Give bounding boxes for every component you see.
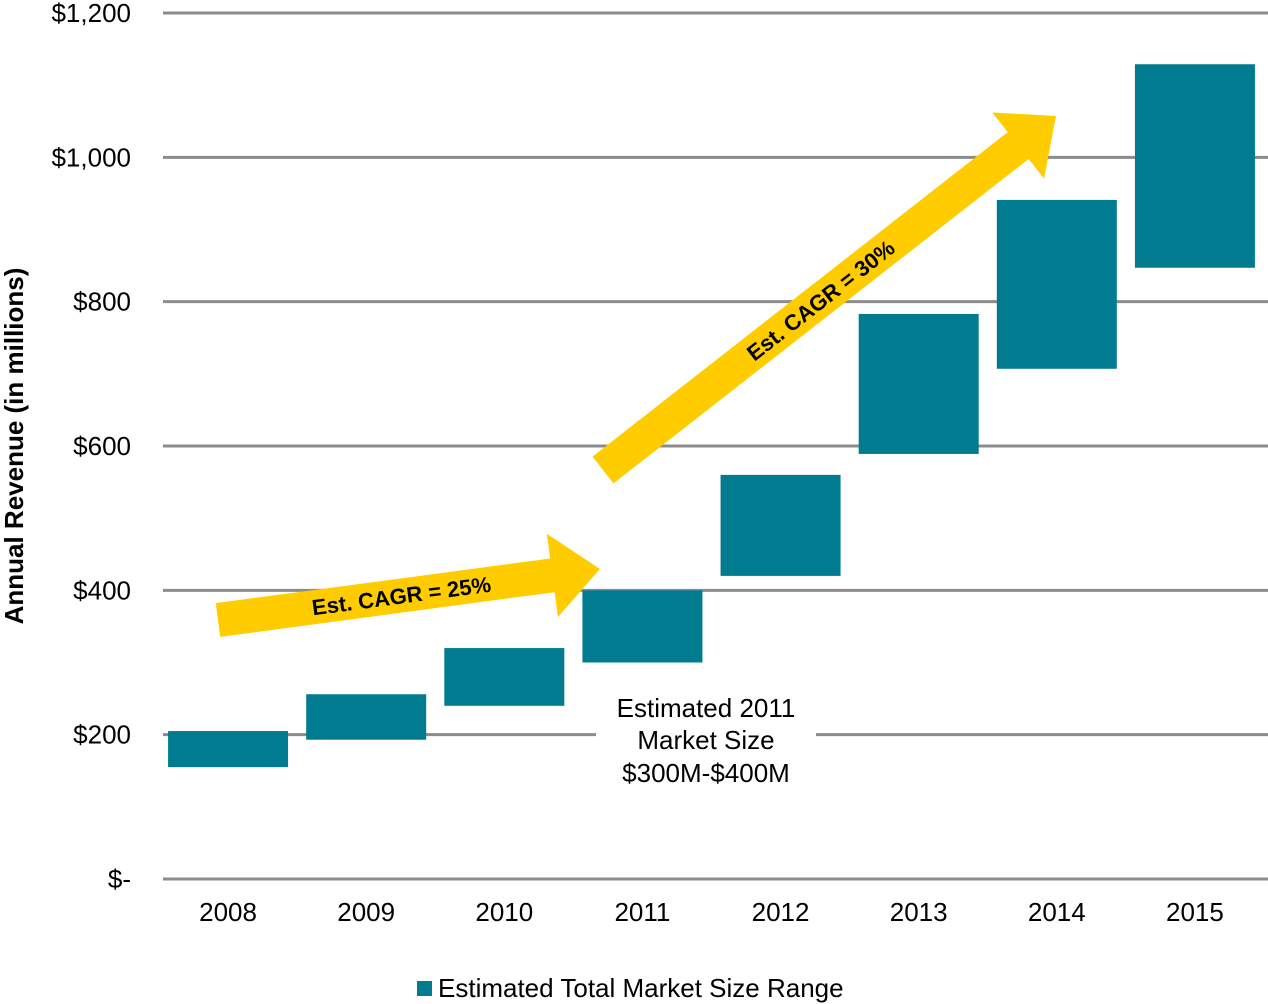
callout-line-1: Estimated 2011 [617,693,796,723]
bar-2011 [582,590,703,663]
x-tick-label: 2008 [199,897,257,927]
bar-2014 [996,199,1117,369]
y-tick-labels: $- $200 $400 $600 $800 $1,000 $1,200 [51,0,131,894]
bar-2010 [444,648,565,706]
y-tick-label: $400 [73,575,131,605]
legend-label: Estimated Total Market Size Range [438,973,844,1003]
bar-2008 [168,731,289,768]
callout: Estimated 2011 Market Size $300M-$400M [596,690,816,790]
x-tick-label: 2011 [614,897,670,927]
x-tick-label: 2014 [1028,897,1086,927]
legend: Estimated Total Market Size Range [417,973,844,1003]
y-tick-label: $600 [73,431,131,461]
callout-background [596,690,816,790]
bars [168,64,1255,768]
x-tick-label: 2009 [337,897,395,927]
bar-2012 [720,474,841,576]
cagr-arrow-30 [592,112,1056,484]
x-tick-label: 2013 [890,897,948,927]
bar-2009 [306,694,427,740]
callout-line-2: Market Size [637,725,774,755]
x-tick-label: 2015 [1166,897,1224,927]
legend-swatch [417,981,432,996]
y-tick-label: $200 [73,720,131,750]
x-tick-labels: 2008 2009 2010 2011 2012 2013 2014 2015 [199,897,1224,927]
x-tick-label: 2012 [752,897,810,927]
y-tick-label: $- [108,864,131,894]
y-tick-label: $1,000 [51,142,131,172]
bar-2015 [1134,64,1255,268]
callout-line-3: $300M-$400M [622,758,790,788]
y-tick-label: $800 [73,287,131,317]
cagr-arrow-25 [215,533,601,637]
x-tick-label: 2010 [475,897,533,927]
bar-2013 [858,313,979,454]
y-axis-label: Annual Revenue (in millions) [0,268,29,625]
y-tick-label: $1,200 [51,0,131,28]
